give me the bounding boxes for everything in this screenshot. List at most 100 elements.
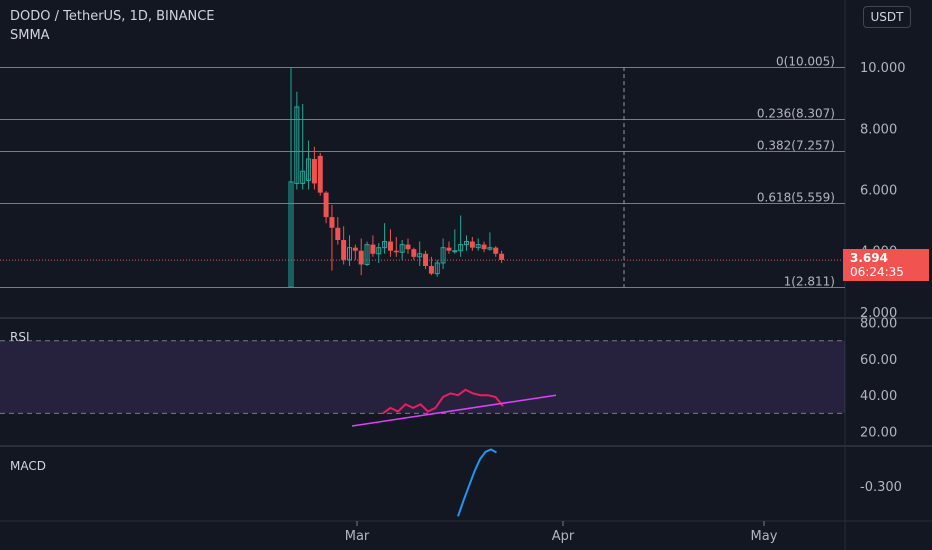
bar-countdown: 06:24:35 <box>850 265 904 279</box>
fib-level-label: 0(10.005) <box>776 55 835 69</box>
candle-body <box>434 262 440 275</box>
candle-body <box>417 253 423 258</box>
candle <box>458 215 464 257</box>
candle <box>329 204 335 271</box>
time-tick-label: Mar <box>345 529 370 544</box>
candle-body <box>493 247 499 254</box>
fib-level-label: 0.618(5.559) <box>757 191 835 205</box>
candle <box>399 240 405 260</box>
rsi-label[interactable]: RSI <box>10 330 30 344</box>
candle <box>352 244 358 260</box>
candle <box>393 236 399 257</box>
candle <box>481 241 487 253</box>
macd-tick-label: -0.300 <box>860 480 902 495</box>
candle-body <box>475 244 481 249</box>
candle <box>423 250 429 270</box>
price-tick-label: 6.000 <box>860 184 897 199</box>
currency-button[interactable]: USDT <box>863 6 911 28</box>
candle <box>405 238 411 254</box>
candle <box>434 259 440 277</box>
candle-body <box>405 244 411 250</box>
candle-body <box>411 249 417 257</box>
candle <box>411 247 417 260</box>
candle-body <box>387 241 393 251</box>
candle <box>323 191 329 224</box>
last-price: 3.694 <box>850 251 888 265</box>
candle-body <box>393 250 399 253</box>
candle-body <box>487 247 493 250</box>
rsi-tick-label: 40.00 <box>860 389 897 404</box>
price-tick-label: 2.000 <box>860 306 897 321</box>
time-tick-label: Apr <box>552 529 575 544</box>
candle-body <box>469 241 475 248</box>
price-tick-label: 10.000 <box>860 61 906 76</box>
candle <box>417 241 423 267</box>
candle <box>364 241 370 267</box>
candle <box>370 235 376 257</box>
candle-body <box>306 158 312 181</box>
candle-body <box>458 244 464 252</box>
candle-body <box>335 227 341 241</box>
candle-body <box>452 250 458 253</box>
candle-body <box>382 241 388 249</box>
candle-body <box>399 244 405 253</box>
candle <box>493 246 499 257</box>
candle-body <box>300 170 306 184</box>
candle-body <box>370 244 376 254</box>
candle <box>341 226 347 265</box>
macd-line <box>457 448 497 517</box>
candle <box>306 140 312 190</box>
candle <box>382 223 388 254</box>
candle-body <box>352 247 358 251</box>
candle <box>464 235 469 251</box>
candle <box>452 229 458 254</box>
rsi-tick-label: 60.00 <box>860 353 897 368</box>
candle-body <box>317 155 323 193</box>
candle-body <box>428 266 434 274</box>
candle <box>499 250 505 263</box>
candle-body <box>288 181 294 288</box>
last-price-badge: 3.694 06:24:35 <box>843 249 929 281</box>
candle <box>469 236 475 251</box>
indicator-label[interactable]: SMMA <box>10 28 50 43</box>
candle <box>446 241 452 254</box>
candle <box>440 238 446 270</box>
candle <box>487 232 493 251</box>
candle <box>358 238 364 276</box>
candle <box>317 152 323 196</box>
candle <box>335 217 341 245</box>
fib-level-label: 0.382(7.257) <box>757 139 835 153</box>
time-tick-label: May <box>751 529 778 544</box>
candle-body <box>499 253 505 260</box>
price-tick-label: 8.000 <box>860 122 897 137</box>
rsi-line <box>382 388 504 415</box>
symbol-title[interactable]: DODO / TetherUS, 1D, BINANCE <box>10 9 215 24</box>
candle <box>347 235 352 267</box>
candle-body <box>446 247 452 251</box>
candle-body <box>464 241 469 246</box>
candle-body <box>341 240 347 260</box>
fib-level-label: 1(2.811) <box>784 275 835 289</box>
fib-level-label: 0.236(8.307) <box>757 107 835 121</box>
candle-body <box>364 244 370 265</box>
macd-label[interactable]: MACD <box>10 459 46 473</box>
candle <box>387 229 393 257</box>
candle <box>300 103 306 190</box>
rsi-band <box>0 340 845 414</box>
rsi-tick-label: 20.00 <box>860 425 897 440</box>
candle-body <box>311 158 317 184</box>
candle-body <box>329 217 335 228</box>
candle-body <box>423 253 429 267</box>
rsi-trendline <box>351 394 557 427</box>
candle-body <box>440 247 446 264</box>
candle <box>475 238 481 251</box>
candle-body <box>358 250 364 265</box>
candle-body <box>376 247 382 255</box>
candle <box>376 243 382 263</box>
candle <box>288 67 294 288</box>
rsi-tick-label: 80.00 <box>860 317 897 332</box>
candle <box>311 146 317 190</box>
candle <box>294 91 300 190</box>
candle-body <box>347 247 352 261</box>
